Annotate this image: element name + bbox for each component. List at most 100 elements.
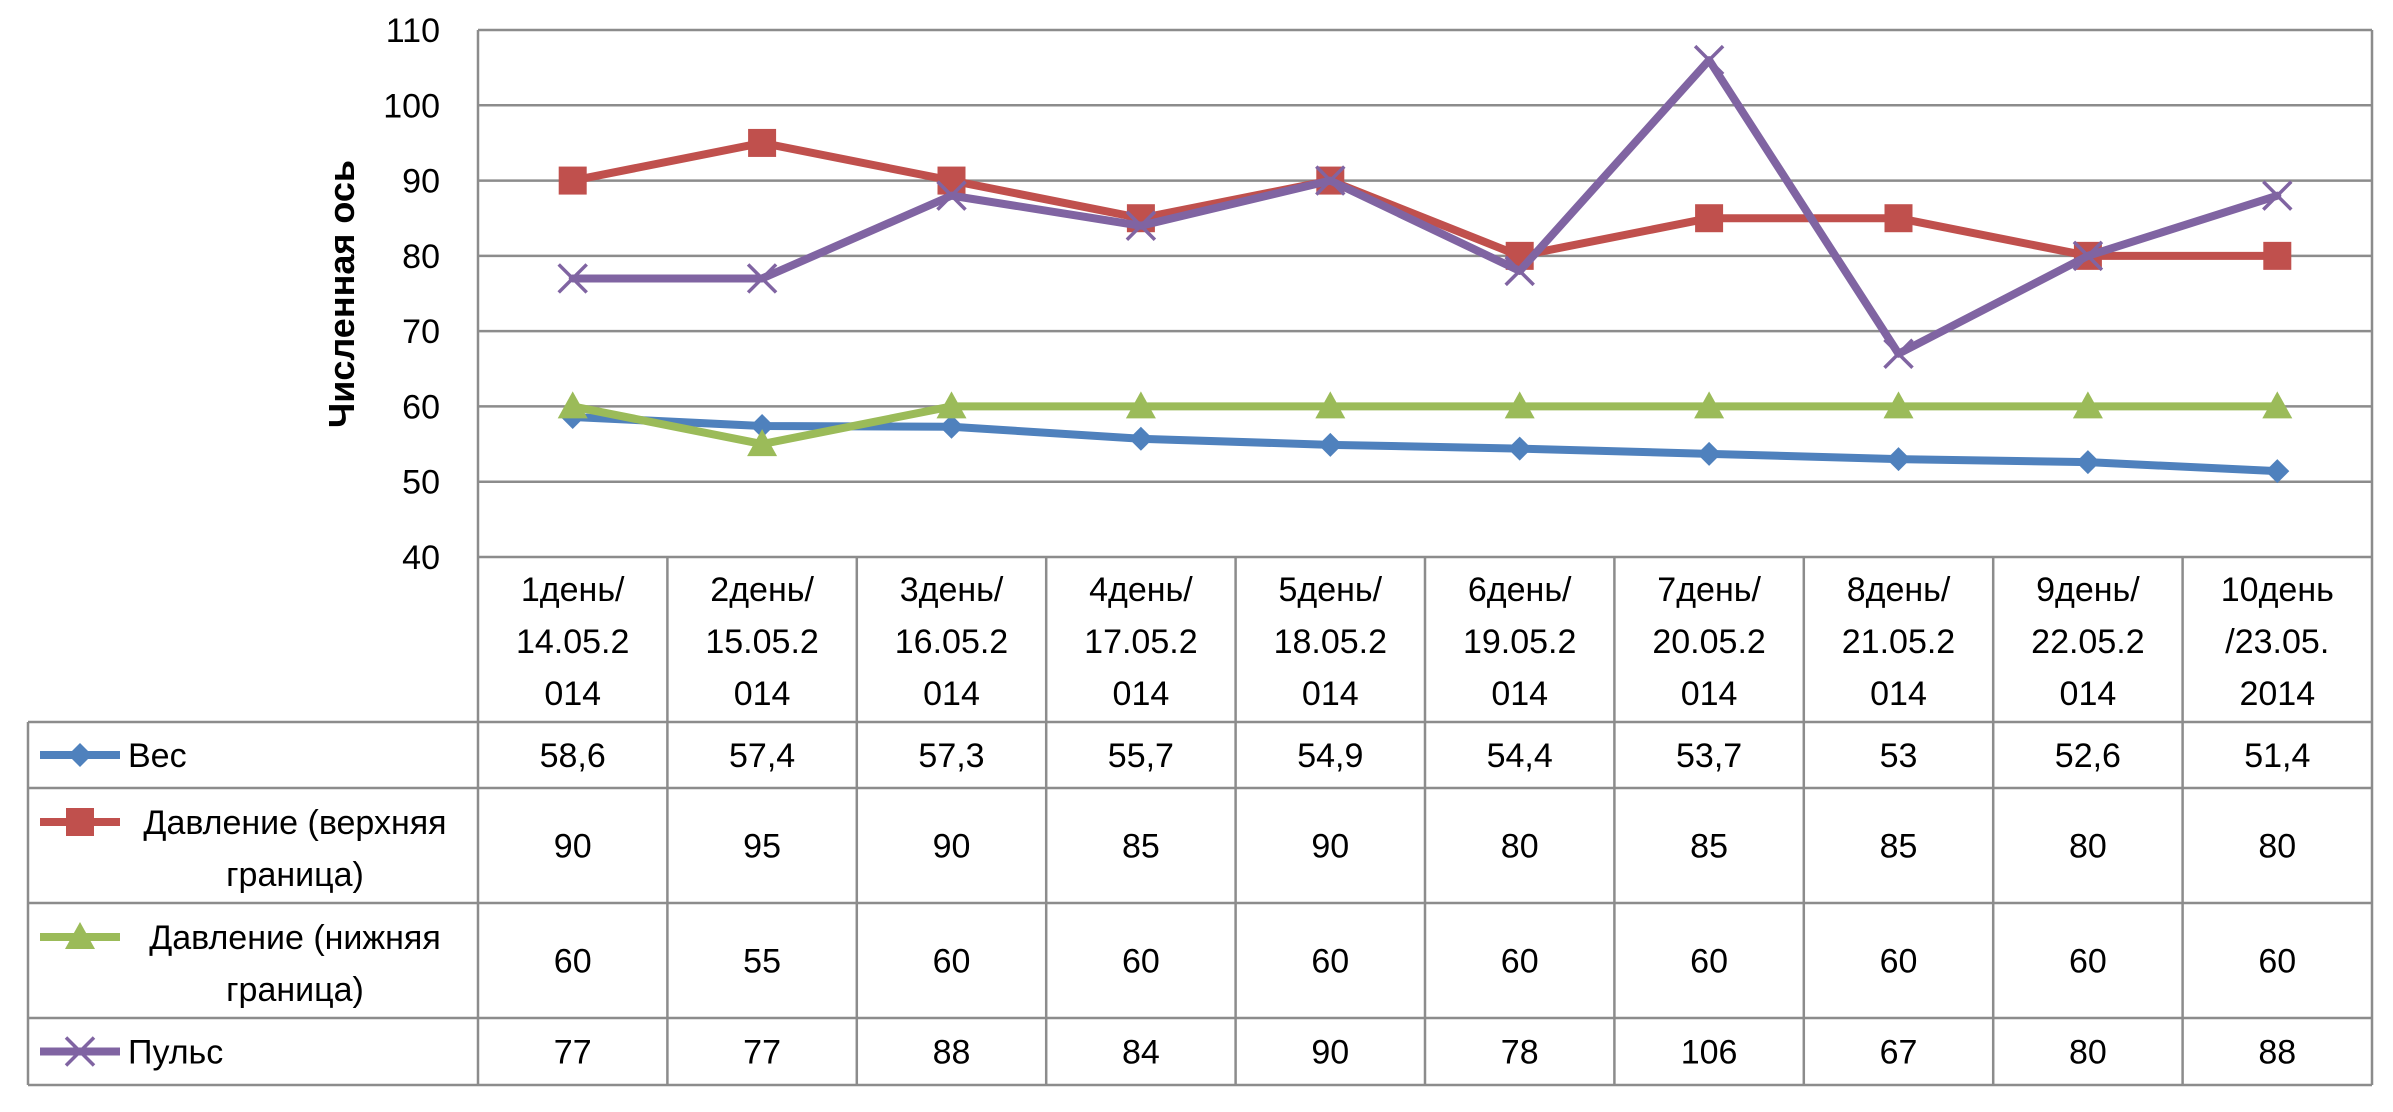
table-cell: 53 [1880,737,1918,775]
data-point [2262,391,2293,419]
table-cell: 55,7 [1108,737,1174,775]
table-cell: 58,6 [540,737,606,775]
table-cell: 53,7 [1676,737,1742,775]
legend-label: Пульс [128,1034,223,1072]
y-tick-label: 60 [402,388,440,426]
table-cell: 77 [743,1034,781,1072]
table-cell: 51,4 [2244,737,2310,775]
table-cell: 88 [2258,1034,2296,1072]
data-point [1883,391,1914,419]
series-line [568,402,2282,449]
x-tick-label: 2день/15.05.2 014 [705,571,818,713]
data-point [1125,391,1156,419]
legend-key-marker [65,922,95,949]
legend-key-marker [68,743,92,767]
x-tick-label: 3день/16.05.2 014 [895,571,1008,713]
table-cell: 80 [1501,828,1539,866]
x-tick-label-line: 014 [734,675,791,713]
x-tick-label: 10день/23.05. 2014 [2221,571,2334,713]
data-point [1318,432,1343,457]
series-line [568,412,2282,476]
series-2 [558,128,2292,270]
y-tick-label: 80 [402,238,440,276]
x-tick-label-line: 014 [1302,675,1359,713]
data-point [1315,391,1346,419]
x-tick-label-line: 9день/ [2036,571,2140,609]
table-cell: 55 [743,943,781,981]
table-cell: 80 [2069,828,2107,866]
legend-label: Вес [128,737,187,775]
table-cell: 88 [933,1034,971,1072]
x-tick-label: 5день/18.05.2 014 [1274,571,1387,713]
x-tick-label-line: 014 [1681,675,1738,713]
x-tick-label-line: 8день/ [1847,571,1951,609]
table-cell: 80 [2258,828,2296,866]
table-cell: 90 [1311,828,1349,866]
data-point [747,429,778,457]
y-tick-label: 100 [383,87,440,125]
x-tick-label-line: 1день/ [521,571,625,609]
table-cell: 60 [1690,943,1728,981]
data-point [1128,426,1153,451]
data-point [1125,210,1157,241]
table-cell: 60 [554,943,592,981]
x-tick-label-line: /23.05. [2225,623,2329,661]
x-tick-label-line: 014 [923,675,980,713]
x-tick-label-line: 20.05.2 [1652,623,1765,661]
data-point [1884,204,1913,233]
x-tick-label-line: 15.05.2 [705,623,818,661]
series-line [568,56,2282,358]
table-cell: 54,4 [1487,737,1553,775]
table-cell: 78 [1501,1034,1539,1072]
y-tick-label: 90 [402,163,440,201]
data-point [1315,165,1346,196]
series-1 [560,404,2290,484]
data-point [557,263,588,294]
series-4 [557,44,2293,369]
x-tick-label-line: 014 [1113,675,1170,713]
legend-key-marker [66,808,94,836]
data-point [1504,255,1535,287]
data-point [937,166,966,195]
x-tick-label-line: 7день/ [1657,571,1761,609]
data-point [1886,447,1911,472]
table-cell: 90 [554,828,592,866]
y-axis-title: Численная ось [321,160,362,428]
x-tick-label-line: 18.05.2 [1274,623,1387,661]
x-tick-label-line: 19.05.2 [1463,623,1576,661]
data-point [936,391,967,419]
data-point [936,180,967,211]
data-point [750,414,775,439]
x-tick-label-line: 014 [1491,675,1548,713]
table-cell: 60 [2258,943,2296,981]
data-point [2265,459,2290,484]
table-cell: 60 [1311,943,1349,981]
data-point [1694,391,1725,419]
data-point [1693,44,1725,76]
table-cell: 60 [1122,943,1160,981]
x-tick-label: 7день/20.05.2 014 [1652,571,1765,713]
data-point [1695,204,1724,233]
x-tick-label-line: 17.05.2 [1084,623,1197,661]
data-point [1507,436,1532,461]
legend-label-line: Давление (нижняя [149,919,441,957]
x-tick-label-line: 6день/ [1468,571,1572,609]
x-tick-label-line: 2день/ [710,571,814,609]
legend-key-1 [40,743,120,767]
legend-label: Давление (нижняя граница) [149,919,441,1009]
x-tick-label: 8день/21.05.2 014 [1842,571,1955,713]
data-point [748,128,777,157]
x-tick-label-line: 014 [544,675,601,713]
x-tick-label-line: 2014 [2239,675,2315,713]
legend-key-4 [40,1036,120,1067]
table-cell: 57,4 [729,737,795,775]
y-tick-label: 40 [402,539,440,577]
table-cell: 67 [1880,1034,1918,1072]
x-tick-label-line: 4день/ [1089,571,1193,609]
table-cell: 52,6 [2055,737,2121,775]
series-line [568,138,2282,260]
x-tick-label-line: 014 [1870,675,1927,713]
x-tick-label-line: 014 [2060,675,2117,713]
